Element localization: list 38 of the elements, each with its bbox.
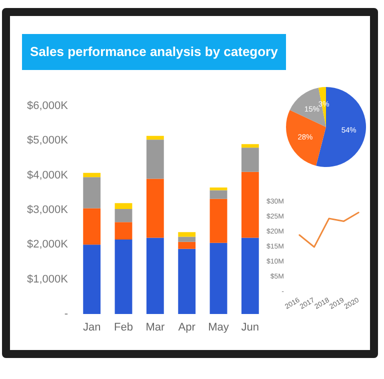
chart-title: Sales performance analysis by category xyxy=(22,34,286,70)
x-tick-label: May xyxy=(208,322,230,334)
x-tick-label: Jun xyxy=(241,322,260,334)
y-tick-label: $1,000K xyxy=(27,273,69,286)
bar xyxy=(146,136,164,140)
bar xyxy=(83,172,101,178)
bar xyxy=(210,242,228,314)
bar xyxy=(83,208,101,245)
x-tick-label: Apr xyxy=(178,322,196,334)
bar xyxy=(241,172,259,238)
bar xyxy=(114,222,132,240)
y-tick-label: $3,000K xyxy=(27,204,69,216)
bar xyxy=(114,208,132,222)
x-tick-label: Feb xyxy=(114,322,133,334)
bar xyxy=(241,238,259,314)
bar xyxy=(241,148,259,172)
bar xyxy=(146,238,164,314)
bar xyxy=(178,242,196,249)
y-tick-label: $6,000K xyxy=(27,100,69,112)
y-tick-label: $2,000K xyxy=(27,238,69,251)
bar xyxy=(178,236,196,242)
x-tick-label: Jan xyxy=(82,322,101,334)
bar xyxy=(114,203,132,209)
y-tick-label: $5,000K xyxy=(27,134,69,147)
bar xyxy=(210,198,228,243)
bar xyxy=(178,248,196,314)
bar xyxy=(83,177,101,208)
x-tick-label: Mar xyxy=(146,322,165,334)
line-series xyxy=(298,212,360,248)
y-tick-label: $4,000K xyxy=(27,169,69,182)
bar xyxy=(83,244,101,314)
bar xyxy=(146,178,164,238)
bar xyxy=(178,232,196,237)
bar xyxy=(241,144,259,148)
bar xyxy=(146,140,164,179)
bar xyxy=(210,190,228,199)
bar xyxy=(114,239,132,314)
y-tick-label: - xyxy=(64,308,68,320)
